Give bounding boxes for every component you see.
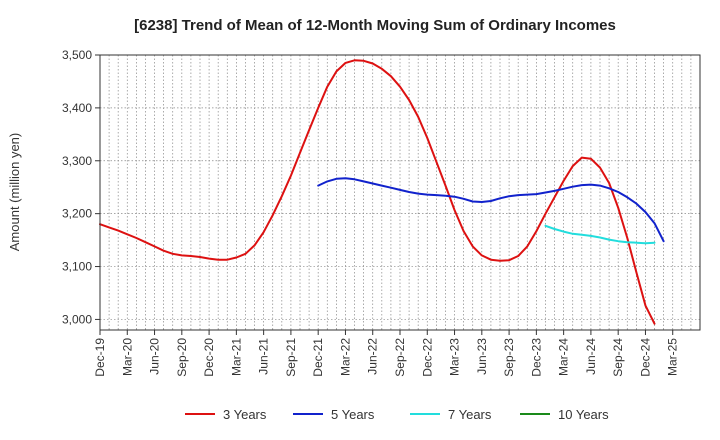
legend-label: 5 Years bbox=[331, 407, 375, 422]
x-tick-label: Sep-20 bbox=[175, 338, 189, 377]
plot-frame bbox=[99, 54, 701, 331]
x-tick-label: Dec-23 bbox=[529, 338, 543, 377]
grid bbox=[100, 54, 700, 330]
legend-label: 3 Years bbox=[223, 407, 267, 422]
x-tick-label: Dec-21 bbox=[311, 338, 325, 377]
x-tick-label: Mar-25 bbox=[666, 338, 680, 376]
series-line-5-years bbox=[317, 177, 665, 243]
x-tick-label: Jun-21 bbox=[257, 338, 271, 375]
y-tick-label: 3,500 bbox=[62, 48, 92, 62]
x-tick-label: Jun-23 bbox=[475, 338, 489, 375]
y-tick-label: 3,000 bbox=[62, 312, 92, 326]
x-tick-label: Mar-24 bbox=[557, 338, 571, 376]
x-tick-label: Dec-19 bbox=[93, 338, 107, 377]
x-tick-label: Mar-22 bbox=[338, 338, 352, 376]
y-tick-label: 3,100 bbox=[62, 260, 92, 274]
x-tick-label: Dec-24 bbox=[638, 338, 652, 377]
y-tick-label: 3,300 bbox=[62, 154, 92, 168]
x-tick-label: Jun-22 bbox=[366, 338, 380, 375]
x-tick-label: Sep-24 bbox=[611, 338, 625, 377]
x-tick-label: Jun-20 bbox=[148, 338, 162, 375]
x-tick-label: Dec-22 bbox=[420, 338, 434, 377]
legend-label: 7 Years bbox=[448, 407, 492, 422]
x-tick-label: Mar-21 bbox=[229, 338, 243, 376]
series-line-7-years bbox=[544, 224, 656, 245]
series-line-3-years bbox=[99, 59, 656, 325]
x-tick-label: Dec-20 bbox=[202, 338, 216, 377]
legend-label: 10 Years bbox=[558, 407, 609, 422]
legend: 3 Years 5 Years 7 Years 10 Years bbox=[185, 407, 609, 422]
x-axis: Dec-19 Mar-20 Jun-20 Sep-20 Dec-20 Mar-21 Jun-… bbox=[93, 330, 680, 377]
x-tick-label: Mar-23 bbox=[448, 338, 462, 376]
y-axis: 3,000 3,100 3,200 3,300 3,400 3,500 bbox=[62, 48, 100, 326]
series-group bbox=[99, 59, 665, 325]
y-tick-label: 3,200 bbox=[62, 207, 92, 221]
x-tick-label: Sep-21 bbox=[284, 338, 298, 377]
x-tick-label: Sep-23 bbox=[502, 338, 516, 377]
y-tick-label: 3,400 bbox=[62, 101, 92, 115]
x-tick-label: Jun-24 bbox=[584, 338, 598, 375]
x-tick-label: Mar-20 bbox=[120, 338, 134, 376]
x-tick-label: Sep-22 bbox=[393, 338, 407, 377]
y-axis-title: Amount (million yen) bbox=[7, 133, 22, 252]
chart-title: [6238] Trend of Mean of 12-Month Moving … bbox=[134, 17, 616, 34]
